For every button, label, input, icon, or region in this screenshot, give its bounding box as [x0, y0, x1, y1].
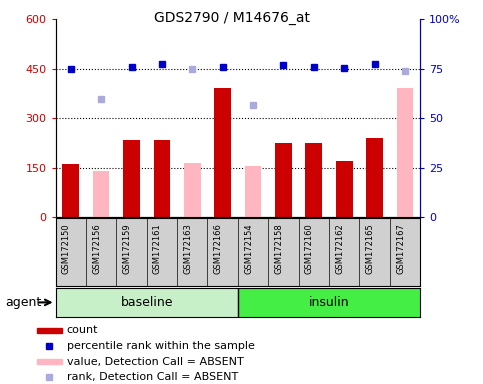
Text: GSM172167: GSM172167 [396, 223, 405, 274]
Bar [37, 359, 61, 364]
Text: GSM172158: GSM172158 [274, 223, 284, 274]
Text: GSM172166: GSM172166 [213, 223, 223, 274]
Text: GSM172161: GSM172161 [153, 223, 162, 274]
Bar [366, 138, 383, 217]
Text: percentile rank within the sample: percentile rank within the sample [67, 341, 255, 351]
Bar [37, 328, 61, 333]
Bar [397, 88, 413, 217]
Bar [154, 139, 170, 217]
Text: GSM172165: GSM172165 [366, 223, 375, 274]
Bar [93, 171, 110, 217]
Bar [245, 166, 261, 217]
Text: GSM172163: GSM172163 [183, 223, 192, 274]
Bar [305, 143, 322, 217]
Text: GSM172154: GSM172154 [244, 223, 253, 274]
Bar [123, 139, 140, 217]
Text: insulin: insulin [309, 296, 349, 309]
Text: GSM172160: GSM172160 [305, 223, 314, 274]
Text: GSM172156: GSM172156 [92, 223, 101, 274]
Bar [214, 88, 231, 217]
Text: rank, Detection Call = ABSENT: rank, Detection Call = ABSENT [67, 372, 238, 382]
Text: GSM172159: GSM172159 [123, 223, 131, 274]
Text: GDS2790 / M14676_at: GDS2790 / M14676_at [154, 11, 310, 25]
Bar [184, 162, 200, 217]
Text: agent: agent [5, 296, 41, 309]
Text: GSM172162: GSM172162 [335, 223, 344, 274]
Bar [275, 143, 292, 217]
Text: baseline: baseline [120, 296, 173, 309]
Text: value, Detection Call = ABSENT: value, Detection Call = ABSENT [67, 357, 243, 367]
Bar [336, 161, 353, 217]
Bar [62, 164, 79, 217]
Text: GSM172150: GSM172150 [62, 223, 71, 274]
Text: count: count [67, 326, 98, 336]
